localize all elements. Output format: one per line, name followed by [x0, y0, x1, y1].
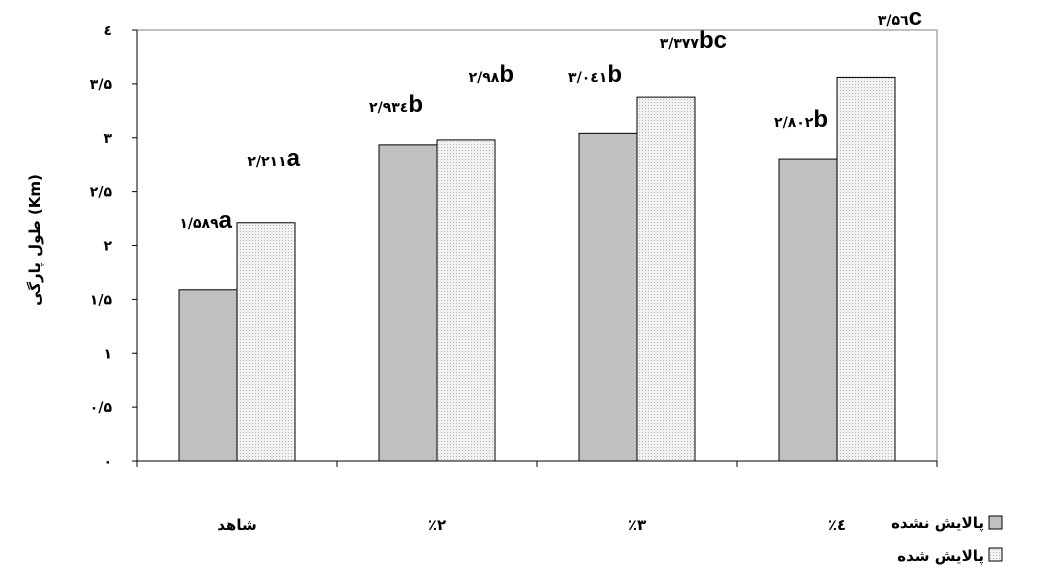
data-label: ۳/۰٤۱b [568, 61, 622, 88]
legend: پالایش نشده پالایش شده [891, 514, 1003, 566]
bar-unrefined [778, 158, 838, 462]
category-labels: شاهد ٪۲ ٪۳ ٪٤ [217, 516, 846, 534]
x-axis [136, 461, 938, 467]
category-label: شاهد [217, 516, 256, 534]
data-labels: ۱/۵۸۹a ۲/۹۳٤b ۳/۰٤۱b ۲/۸۰۲b ۲/۲۱۱a ۲/۹۸b ۳/۳۷۷… [179, 4, 922, 234]
y-tick-label: ۰/۵ [90, 400, 113, 416]
bar-unrefined [578, 132, 638, 462]
category-label: ٪۳ [628, 516, 646, 534]
y-tick-label: ۰ [103, 454, 112, 470]
category-label: ٪۲ [428, 516, 446, 534]
data-label: ۲/۹۳٤b [369, 91, 423, 118]
data-label: ۲/۲۱۱a [247, 145, 300, 172]
bar-refined [836, 76, 896, 462]
data-label: ۳/۳۷۷bc [660, 27, 727, 54]
y-tick-label: ۲ [103, 239, 112, 255]
bar-refined [636, 96, 696, 462]
bar-unrefined [378, 144, 438, 462]
y-tick-label: ٤ [103, 23, 112, 39]
y-tick-label: ۱/۵ [90, 292, 113, 308]
data-label: ۲/۹۸b [469, 61, 514, 88]
bars [178, 76, 896, 462]
legend-label-refined: پالایش شده [897, 547, 984, 566]
bar-refined [436, 139, 496, 462]
legend-swatch-unrefined [988, 515, 1003, 530]
y-tick-label: ۳ [103, 131, 112, 147]
y-axis-title: طول پارگی (Km) [26, 174, 45, 306]
legend-swatch-refined [988, 547, 1003, 562]
data-label: ۱/۵۸۹a [179, 207, 232, 234]
bar-unrefined [178, 289, 238, 462]
y-tick-label: ۱ [103, 346, 112, 362]
y-tick-label: ۲/۵ [90, 185, 113, 201]
data-label: ۳/۵٦c [878, 4, 922, 31]
data-label: ۲/۸۰۲b [774, 106, 828, 133]
bar-refined [236, 222, 296, 462]
category-label: ٪٤ [828, 516, 846, 534]
y-axis: ۰ ۰/۵ ۱ ۱/۵ ۲ ۲/۵ ۳ ۳/۵ ٤ [90, 23, 137, 470]
legend-label-unrefined: پالایش نشده [891, 514, 984, 533]
y-tick-label: ۳/۵ [90, 77, 113, 93]
